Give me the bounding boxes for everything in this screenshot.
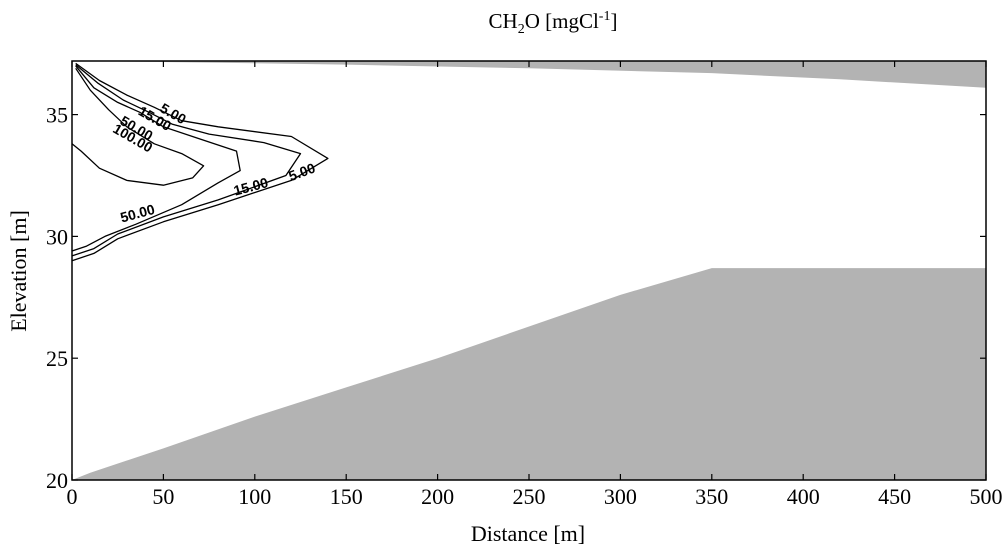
contour-line: [71, 64, 302, 257]
x-tick-label: 200: [421, 484, 454, 509]
title-rest: O [mgCl: [525, 9, 599, 33]
x-tick-label: 500: [970, 484, 1003, 509]
x-tick-label: 450: [878, 484, 911, 509]
x-tick-label: 50: [152, 484, 174, 509]
title-end: ]: [610, 9, 617, 33]
x-tick-label: 0: [67, 484, 78, 509]
title-base: CH: [489, 9, 518, 33]
y-tick-label: 25: [46, 346, 68, 371]
x-axis-label: Distance [m]: [471, 521, 585, 546]
bottom-boundary-fill: [72, 268, 986, 480]
chart-title: CH2O [mgCl-1]: [489, 9, 618, 37]
contour-line: [71, 65, 241, 252]
contour-label: 5.00: [286, 160, 317, 184]
top-boundary-fill: [72, 61, 986, 88]
y-tick-label: 35: [46, 103, 68, 128]
contour-label: 15.00: [232, 174, 270, 199]
x-tick-label: 400: [787, 484, 820, 509]
y-axis-label: Elevation [m]: [6, 210, 31, 332]
x-tick-label: 350: [695, 484, 728, 509]
x-tick-label: 100: [238, 484, 271, 509]
y-tick-label: 30: [46, 224, 68, 249]
x-tick-label: 150: [330, 484, 363, 509]
y-tick-label: 20: [46, 468, 68, 493]
x-tick-label: 250: [513, 484, 546, 509]
x-tick-label: 300: [604, 484, 637, 509]
title-subscript: 2: [518, 22, 525, 37]
title-superscript: -1: [599, 9, 611, 24]
contour-line: [71, 62, 329, 262]
contour-line: [71, 67, 205, 186]
